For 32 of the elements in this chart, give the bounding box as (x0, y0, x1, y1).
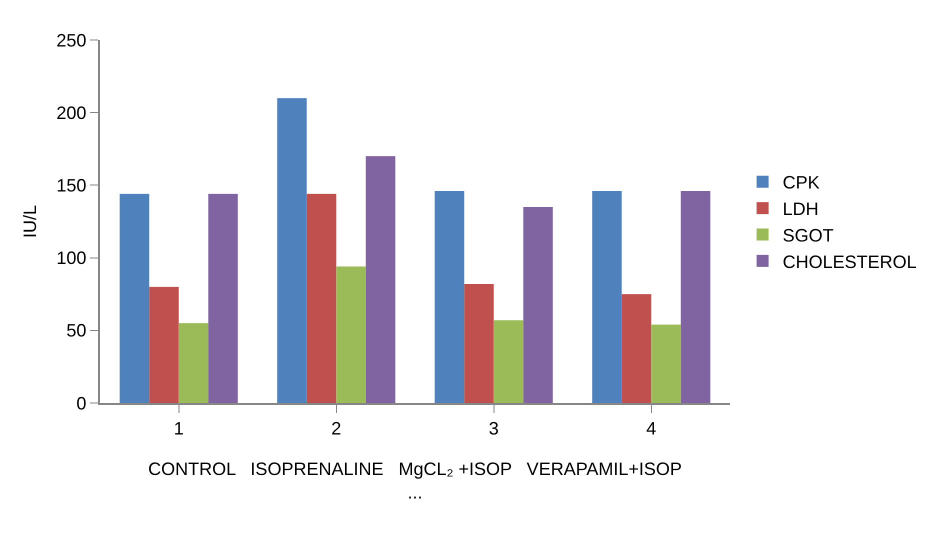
x-tick-label: 2 (331, 418, 342, 439)
bar (178, 323, 208, 403)
legend-label: CHOLESTEROL (782, 252, 917, 272)
bar (494, 320, 524, 403)
bar (523, 206, 553, 403)
x-tick-label: 3 (488, 418, 499, 439)
y-tick-label: 0 (76, 393, 86, 414)
x-tick-label: 4 (646, 418, 656, 439)
y-tick-label: 200 (56, 102, 86, 123)
y-tick-label: 150 (56, 176, 86, 196)
legend-label: LDH (782, 199, 819, 220)
x-tick-label: 1 (174, 418, 184, 439)
legend-label: SGOT (782, 226, 834, 246)
bar (120, 194, 150, 403)
bar (592, 191, 622, 403)
x-axis-title: CONTROL ISOPRENALINE MgCL₂ +ISOP VERAPAMIL+ISOP ... (148, 459, 682, 503)
bar (622, 294, 652, 403)
bar (366, 156, 396, 403)
bar (336, 266, 366, 403)
legend-label: CPK (782, 172, 820, 193)
bar (306, 194, 336, 403)
y-axis-title: IU/L (20, 204, 40, 238)
y-tick-label: 250 (56, 30, 86, 50)
bar (434, 191, 464, 403)
bar (651, 324, 681, 403)
bar (208, 194, 238, 403)
bar (277, 98, 307, 403)
bar (149, 286, 179, 403)
bar (464, 284, 494, 403)
y-tick-label: 50 (66, 320, 86, 341)
bar (680, 191, 710, 403)
y-tick-label: 100 (56, 248, 86, 268)
